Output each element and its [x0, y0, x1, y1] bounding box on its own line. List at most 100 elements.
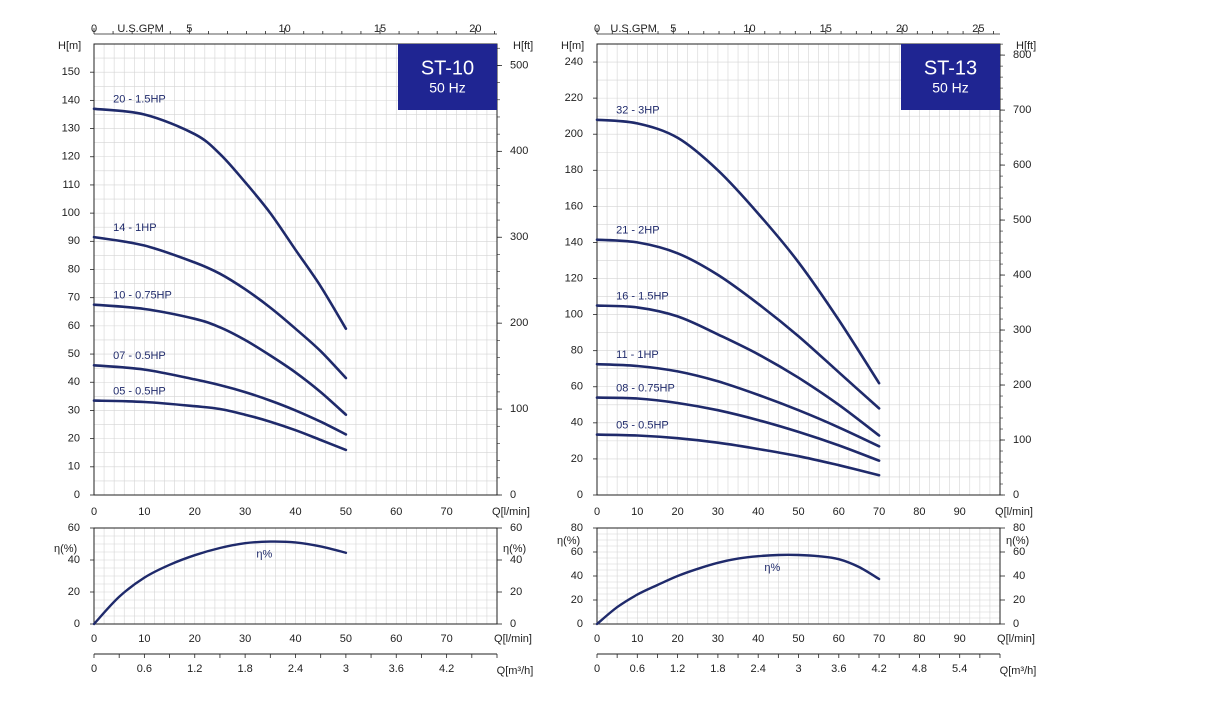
ft-tick-label: 500 — [510, 59, 528, 71]
curve-05-0-5hp — [92, 399, 348, 452]
eta-tick-label: 40 — [571, 570, 583, 582]
eta-q-tick-label: 30 — [712, 633, 724, 645]
m3h-tick-label: 5.4 — [952, 663, 967, 675]
eta-q-tick-label: 10 — [138, 633, 150, 645]
eta-q-tick-label: 60 — [833, 633, 845, 645]
h-tick-label: 220 — [565, 92, 583, 104]
gpm-tick-label: 0 — [91, 23, 97, 35]
h-axis-label: H[m] — [561, 40, 584, 52]
curve-10-0-75hp — [92, 303, 348, 416]
q-tick-label: 90 — [954, 506, 966, 518]
curve-label: 20 - 1.5HP — [113, 94, 166, 106]
m3h-tick-label: 3.6 — [389, 663, 404, 675]
eta-tick-label: 40 — [68, 554, 80, 566]
h-tick-label: 90 — [68, 235, 80, 247]
m3h-tick-label: 3.6 — [831, 663, 846, 675]
eta-q-tick-label: 50 — [792, 633, 804, 645]
eta-tick-label-right: 60 — [510, 522, 522, 534]
h-tick-label: 140 — [565, 236, 583, 248]
h-tick-label: 150 — [62, 66, 80, 78]
ft-tick-label: 800 — [1013, 49, 1031, 61]
efficiency-curve — [595, 553, 881, 626]
eta-q-tick-label: 80 — [913, 633, 925, 645]
h-tick-label: 80 — [571, 345, 583, 357]
gpm-tick-label: 15 — [374, 23, 386, 35]
m3h-tick-label: 3 — [343, 663, 349, 675]
gpm-tick-label: 10 — [279, 23, 291, 35]
eta-axis-label: η(%) — [54, 543, 77, 555]
model-name: ST-10 — [421, 57, 474, 79]
m3h-tick-label: 4.2 — [871, 663, 886, 675]
h-tick-label: 60 — [571, 381, 583, 393]
head-plot-frame — [596, 43, 1001, 496]
model-frequency: 50 Hz — [429, 80, 466, 96]
h-tick-label: 20 — [68, 433, 80, 445]
ft-axis-label: H[ft] — [513, 40, 533, 52]
gpm-tick-label: 0 — [594, 23, 600, 35]
eta-tick-label: 0 — [74, 618, 80, 630]
eta-axis-label-right: η(%) — [503, 543, 526, 555]
m3h-tick-label: 1.8 — [710, 663, 725, 675]
m3h-tick-label: 4.2 — [439, 663, 454, 675]
ft-axis-label: H[ft] — [1016, 40, 1036, 52]
ft-tick-label: 300 — [510, 231, 528, 243]
gpm-tick-label: 15 — [820, 23, 832, 35]
q-tick-label: 10 — [631, 506, 643, 518]
ft-tick-label: 200 — [510, 317, 528, 329]
h-tick-label: 160 — [565, 200, 583, 212]
m3h-tick-label: 3 — [795, 663, 801, 675]
efficiency-plot-frame — [93, 527, 498, 625]
gpm-tick-label: 20 — [469, 23, 481, 35]
m3h-tick-label: 1.2 — [187, 663, 202, 675]
curve-16-1-5hp — [595, 304, 881, 437]
curve-label: 14 - 1HP — [113, 222, 156, 234]
q-axis-label: Q[l/min] — [492, 506, 530, 518]
eta-tick-label: 80 — [571, 522, 583, 534]
eta-q-tick-label: 20 — [671, 633, 683, 645]
curve-label: 10 - 0.75HP — [113, 290, 172, 302]
q-tick-label: 50 — [792, 506, 804, 518]
curve-label: 21 - 2HP — [616, 225, 659, 237]
m3h-tick-label: 0.6 — [630, 663, 645, 675]
ft-tick-label: 400 — [1013, 269, 1031, 281]
h-tick-label: 0 — [74, 489, 80, 501]
h-tick-label: 30 — [68, 404, 80, 416]
h-tick-label: 20 — [571, 453, 583, 465]
gpm-tick-label: 20 — [896, 23, 908, 35]
eta-tick-label-right: 60 — [1013, 546, 1025, 558]
chart-st-10: 0 5 10 15 20U.S.GPM0102030405060708090100110… — [54, 23, 533, 677]
grid — [596, 43, 1001, 625]
h-tick-label: 200 — [565, 128, 583, 140]
eta-q-tick-label: 30 — [239, 633, 251, 645]
model-frequency: 50 Hz — [932, 80, 969, 96]
eta-axis-label: η(%) — [557, 535, 580, 547]
q-tick-label: 20 — [671, 506, 683, 518]
q-tick-label: 30 — [239, 506, 251, 518]
h-tick-label: 0 — [577, 489, 583, 501]
eta-q-axis-label: Q[l/min] — [494, 633, 532, 645]
q-tick-label: 0 — [91, 506, 97, 518]
curve-32-3hp — [595, 118, 881, 385]
eta-tick-label-right: 20 — [1013, 594, 1025, 606]
model-name: ST-13 — [924, 57, 977, 79]
eta-tick-label-right: 0 — [510, 618, 516, 630]
eta-q-tick-label: 90 — [954, 633, 966, 645]
eta-tick-label-right: 80 — [1013, 522, 1025, 534]
curve-label: 07 - 0.5HP — [113, 350, 166, 362]
h-tick-label: 130 — [62, 122, 80, 134]
curve-21-2hp — [595, 238, 881, 410]
eta-tick-label-right: 0 — [1013, 618, 1019, 630]
eta-tick-label: 20 — [68, 586, 80, 598]
m3h-tick-label: 2.4 — [751, 663, 766, 675]
curve-label: 11 - 1HP — [616, 349, 659, 361]
m3h-tick-label: 4.8 — [912, 663, 927, 675]
grid — [93, 43, 498, 625]
q-tick-label: 10 — [138, 506, 150, 518]
ft-tick-label: 400 — [510, 145, 528, 157]
eta-q-tick-label: 10 — [631, 633, 643, 645]
h-axis-label: H[m] — [58, 40, 81, 52]
eta-q-tick-label: 40 — [289, 633, 301, 645]
eta-q-axis-label: Q[l/min] — [997, 633, 1035, 645]
efficiency-label: η% — [764, 562, 780, 574]
h-tick-label: 80 — [68, 263, 80, 275]
